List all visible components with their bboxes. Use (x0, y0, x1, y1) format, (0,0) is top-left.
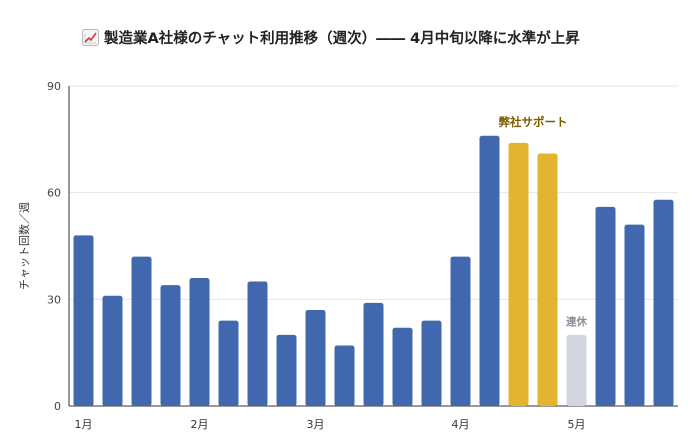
bar-normal (218, 320, 239, 406)
x-tick-label: 2月 (191, 418, 209, 431)
bar-normal (653, 199, 674, 406)
bar-normal (247, 281, 268, 406)
x-tick-label: 3月 (307, 418, 325, 431)
bar-normal (334, 345, 355, 406)
y-tick-label: 90 (47, 80, 61, 93)
annotation-holiday: 連休 (566, 315, 587, 328)
x-tick-label: 1月 (75, 418, 93, 431)
bar-normal (624, 224, 645, 406)
bar-normal (450, 256, 471, 406)
y-tick-label: 30 (47, 293, 61, 306)
bar-normal (421, 320, 442, 406)
y-tick-label: 60 (47, 187, 61, 200)
bar-highlight (508, 142, 529, 406)
bars (73, 135, 674, 406)
y-tick-label: 0 (54, 400, 61, 413)
bar-normal (595, 206, 616, 406)
chart-increasing-icon (82, 28, 99, 46)
bar-normal (392, 327, 413, 406)
bar-normal (276, 334, 297, 406)
bar-normal (160, 285, 181, 406)
bar-normal (479, 135, 500, 406)
bar-normal (305, 310, 326, 406)
bar-normal (73, 235, 94, 406)
x-tick-label: 5月 (568, 418, 586, 431)
bar-normal (131, 256, 152, 406)
bar-highlight (537, 153, 558, 406)
bar-normal (189, 278, 210, 406)
bar-holiday (566, 334, 587, 406)
y-axis-title: チャット回数／週 (18, 202, 31, 290)
chart-title: 製造業A社様のチャット利用推移（週次）―― 4月中旬以降に水準が上昇 (104, 30, 580, 47)
bar-normal (102, 295, 123, 406)
annotation-support: 弊社サポート (499, 115, 568, 129)
title-row: 製造業A社様のチャット利用推移（週次）―― 4月中旬以降に水準が上昇 (82, 26, 580, 48)
bar-normal (363, 302, 384, 406)
x-tick-label: 4月 (452, 418, 470, 431)
